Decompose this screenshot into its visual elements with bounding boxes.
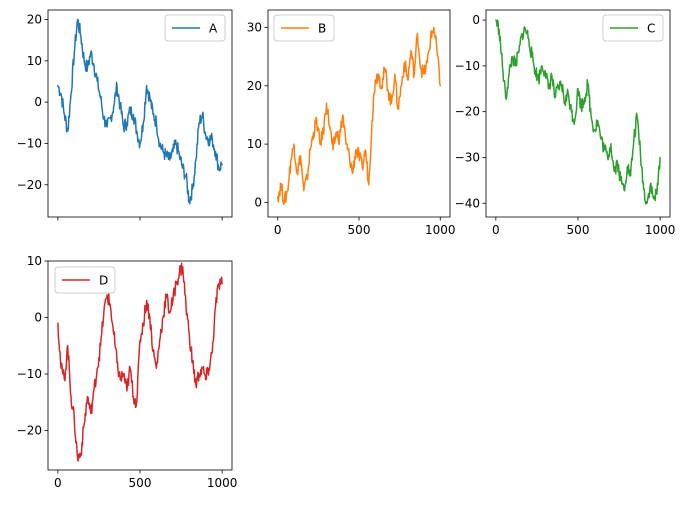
y-tick-label: −20 [17,423,42,437]
x-tick-label: 1000 [207,476,238,490]
y-tick-label: −10 [17,367,42,381]
y-tick-label: −10 [455,59,480,73]
x-tick-label: 500 [348,223,371,237]
subplot-a: −20 −10 0 10 20 A [17,9,233,221]
subplot-b: 0 500 1000 0 10 20 30 B [247,9,456,237]
y-tick-label: −20 [455,105,480,119]
legend-c: C [602,14,664,42]
legend-label-a: A [209,22,218,36]
legend-label-b: B [318,22,326,36]
y-tick-label: −10 [17,136,42,150]
series-line-b [277,26,442,205]
legend-a: A [164,14,226,42]
legend-label-c: C [647,22,655,36]
x-tick-label: 0 [492,223,500,237]
series-line-d [57,262,223,462]
x-tick-label: 0 [274,223,282,237]
legend-label-d: D [99,274,108,288]
x-tick-label: 500 [129,476,152,490]
y-tick-label: 20 [27,13,42,27]
y-tick-label: 0 [34,310,42,324]
legend-b: B [273,14,335,42]
y-tick-label: 30 [247,20,262,34]
subplot-d: 0 500 1000 −20 −10 0 10 D [17,254,238,490]
series-line-a [57,18,223,205]
series-line-c [495,19,661,205]
y-tick-label: 10 [247,137,262,151]
y-tick-label: 0 [254,195,262,209]
y-tick-label: 10 [27,54,42,68]
y-tick-label: 0 [472,13,480,27]
y-tick-label: 20 [247,79,262,93]
x-tick-label: 1000 [645,223,676,237]
legend-d: D [54,266,116,294]
y-tick-label: −20 [17,178,42,192]
y-tick-label: −40 [455,196,480,210]
subplot-c: 0 500 1000 0 −10 −20 −30 −40 C [455,9,676,237]
x-tick-label: 0 [54,476,62,490]
x-tick-label: 1000 [425,223,456,237]
y-tick-label: 0 [34,95,42,109]
y-tick-label: −30 [455,150,480,164]
y-tick-label: 10 [27,254,42,268]
x-tick-label: 500 [567,223,590,237]
